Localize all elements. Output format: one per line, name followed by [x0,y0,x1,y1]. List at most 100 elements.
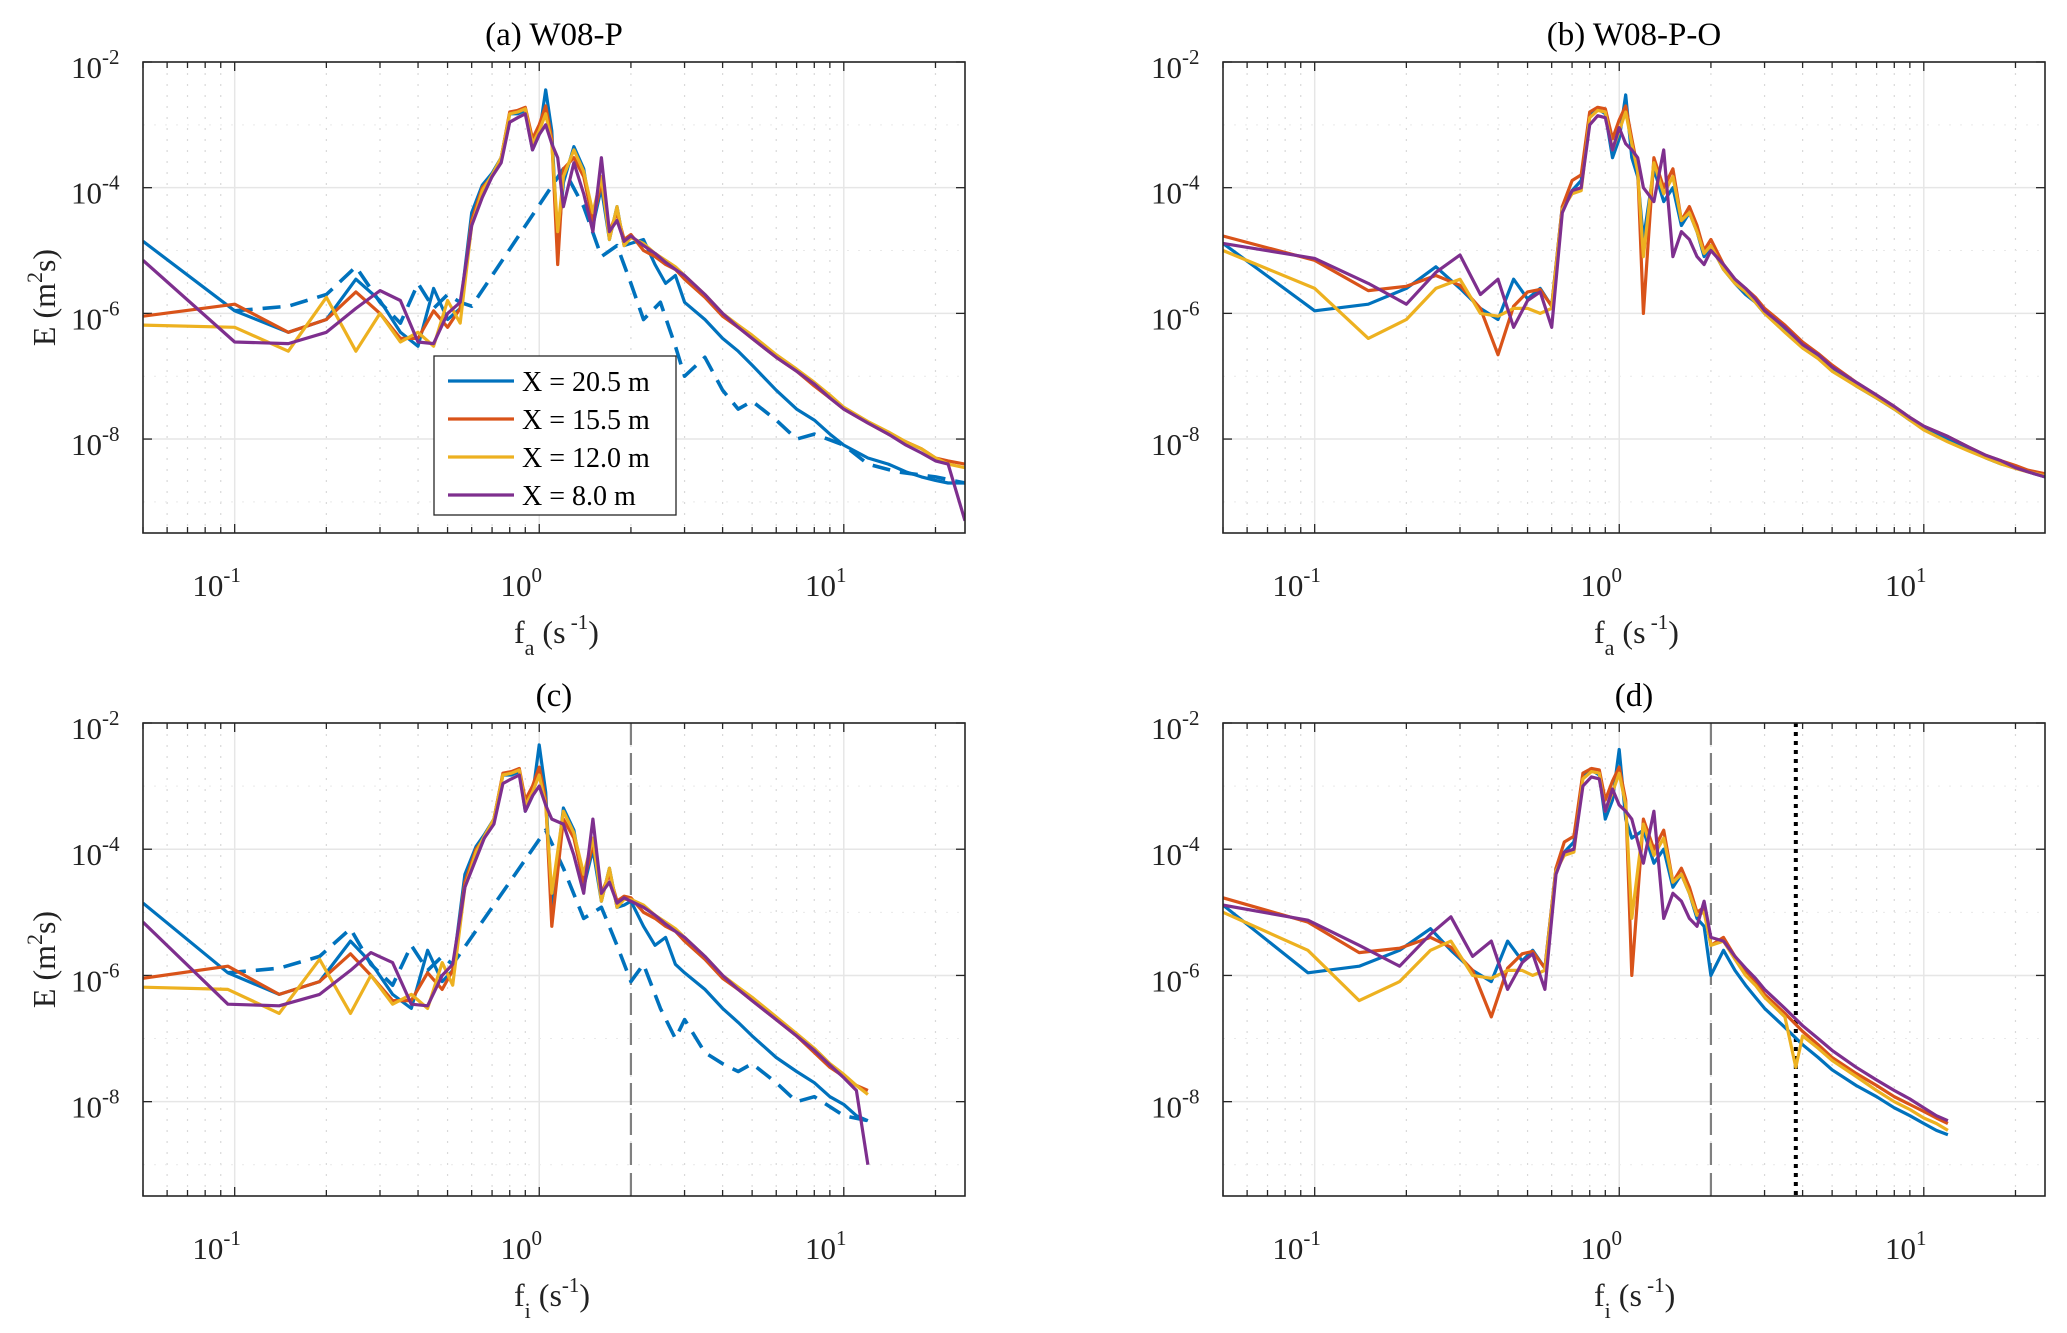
x-label-close: ) [579,1277,590,1313]
y-tick-base: 10 [71,176,102,211]
x-tick-base: 10 [805,1231,836,1266]
series-group [143,743,870,1166]
y-axis-label: E (m2s) [22,911,62,1008]
y-tick-label: 10-4 [1151,832,1200,872]
series-line-x-12-0-m [1223,769,1949,1132]
x-label-exponent: -1 [562,1273,580,1297]
x-tick-base: 10 [1885,1231,1916,1266]
series-line-x-8-0-m [143,112,965,522]
y-tick-base: 10 [1151,301,1182,336]
y-tick-label: 10-8 [1151,1085,1200,1125]
axes-box [142,722,966,1197]
y-tick-label: 10-2 [1151,45,1200,85]
y-tick-base: 10 [1151,427,1182,462]
y-tick-label: 10-8 [71,422,120,462]
y-tick-base: 10 [1151,963,1182,998]
panel-title: (d) [1615,678,1653,714]
x-tick-base: 10 [1272,1231,1303,1266]
x-tick-exponent: -1 [1303,1226,1321,1250]
x-tick-base: 10 [1885,568,1916,603]
y-label-text: E (m [26,283,62,346]
x-tick-label: 10-1 [1272,1226,1321,1266]
y-label-exponent: 2 [22,934,47,945]
x-label-main: f [1594,1277,1605,1313]
x-label-exponent: -1 [566,610,589,634]
plot-area [1223,62,2045,533]
y-tick-label: 10-2 [71,706,120,746]
y-tick-exponent: -2 [1182,45,1200,69]
y-tick-base: 10 [71,963,102,998]
y-tick-exponent: -2 [102,706,120,730]
y-tick-label: 10-4 [71,171,120,211]
x-axis-label: fa (s -1) [1594,610,1679,660]
y-tick-base: 10 [71,1090,102,1125]
panel-title: (b) W08-P-O [1547,17,1721,53]
grid-lines [142,722,965,1196]
y-tick-base: 10 [71,50,102,85]
y-tick-label: 10-6 [71,296,120,336]
x-tick-exponent: 0 [531,563,542,587]
x-tick-base: 10 [805,568,836,603]
y-tick-exponent: -8 [1182,1085,1200,1109]
y-tick-label: 10-4 [1151,171,1200,211]
x-label-unit: (s [534,614,565,650]
x-tick-exponent: 1 [1916,1226,1927,1250]
x-tick-exponent: 0 [1611,1226,1622,1250]
y-tick-label: 10-2 [1151,706,1200,746]
y-tick-base: 10 [71,427,102,462]
y-label-text: E (m [26,945,62,1008]
y-label-exponent: 2 [22,272,47,283]
series-line-x-12-0-m [143,107,965,470]
x-label-close: ) [1668,614,1679,650]
y-axis-label: E (m2s) [22,249,62,346]
x-label-unit: (s [1611,1277,1642,1313]
y-tick-label: 10-4 [71,832,120,872]
axes-box [142,61,966,534]
y-tick-base: 10 [71,711,102,746]
x-label-subscript: a [525,635,535,660]
panel-title: (c) [536,678,573,714]
x-label-close: ) [588,614,599,650]
y-tick-base: 10 [1151,1090,1182,1125]
x-label-subscript: a [1605,635,1615,660]
x-tick-base: 10 [1272,568,1303,603]
x-tick-label: 100 [1580,1226,1622,1266]
x-label-close: ) [1665,1277,1676,1313]
y-tick-exponent: -4 [1182,832,1200,856]
x-tick-label: 101 [1885,1226,1927,1266]
axes-box [1222,722,2046,1197]
y-tick-exponent: -4 [102,832,120,856]
legend-entry: X = 15.5 m [522,405,650,436]
x-tick-exponent: 0 [531,1226,542,1250]
x-tick-label: 100 [1580,563,1622,603]
legend-entry: X = 12.0 m [522,443,650,474]
x-axis-label: fi (s -1) [1594,1273,1675,1323]
x-tick-base: 10 [1580,1231,1611,1266]
x-tick-exponent: -1 [1303,563,1321,587]
x-tick-label: 101 [1885,563,1927,603]
x-tick-exponent: -1 [223,563,241,587]
series-line-x-8-0-m [143,773,870,1166]
y-tick-base: 10 [1151,50,1182,85]
axes-box [1222,61,2046,534]
x-label-subscript: i [1605,1298,1611,1323]
plot-area [143,723,965,1196]
x-label-main: f [514,1277,525,1313]
y-tick-label: 10-6 [1151,296,1200,336]
series-group [1223,93,2045,479]
x-tick-exponent: -1 [223,1226,241,1250]
x-tick-base: 10 [1580,568,1611,603]
y-tick-exponent: -6 [1182,958,1200,982]
x-axis-label: fa (s -1) [514,610,599,660]
y-tick-base: 10 [1151,711,1182,746]
x-label-subscript: i [525,1298,531,1323]
y-tick-exponent: -8 [1182,422,1200,446]
x-axis-label: fi (s-1) [514,1273,590,1323]
x-tick-exponent: 0 [1611,563,1622,587]
series-group [143,88,965,522]
x-label-main: f [514,614,525,650]
